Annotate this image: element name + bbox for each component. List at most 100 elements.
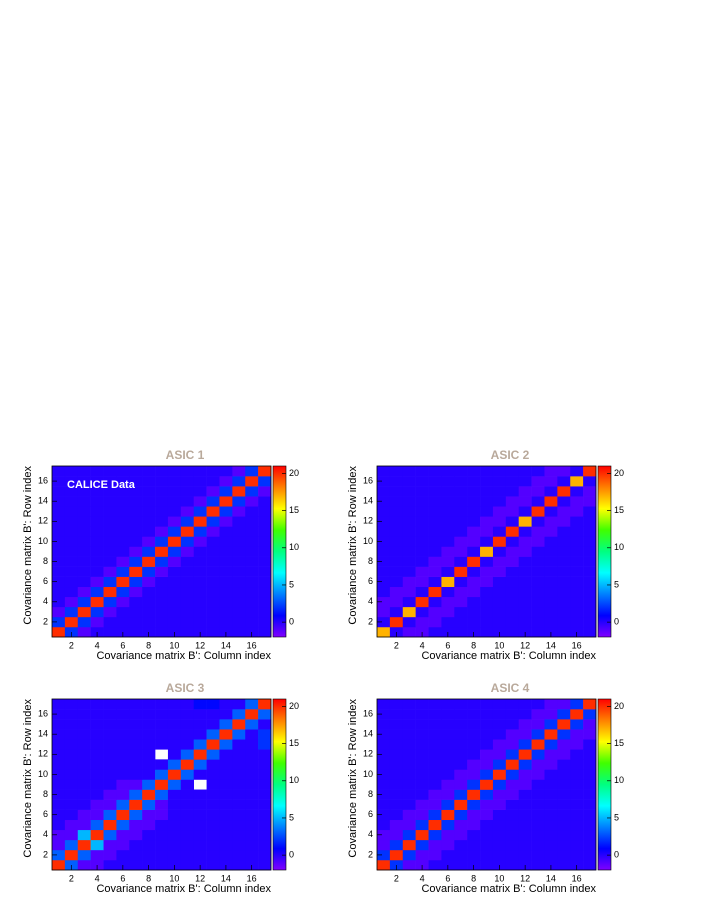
heat-cell — [180, 819, 195, 831]
heat-cell — [377, 606, 391, 618]
heat-cell — [518, 546, 532, 557]
heat-cell — [155, 779, 169, 790]
heat-cell — [129, 779, 143, 790]
heat-cell — [258, 506, 272, 517]
heat-cell — [90, 516, 104, 527]
heat-cell — [454, 506, 468, 517]
heat-cell — [258, 486, 272, 497]
heat-cell — [103, 699, 117, 710]
heat-cell — [557, 516, 571, 527]
heat-cell — [402, 486, 416, 497]
heat-cell — [492, 576, 507, 588]
heat-cell — [77, 496, 91, 507]
y-tick-label: 10 — [38, 536, 48, 546]
panel: 2 4 6 8 10 12 14 16 2 4 6 8 10 12 14 16 0 5 10 15 20 ASIC 3 Co… — [22, 681, 299, 895]
heat-cell — [167, 466, 182, 477]
heat-cell — [180, 586, 195, 598]
heat-cell — [505, 496, 520, 507]
x-tick-label: 14 — [221, 640, 231, 650]
heat-cell — [415, 526, 429, 537]
heat-cell — [245, 769, 259, 780]
colorbar-tick-label: 20 — [614, 701, 624, 711]
heat-cell — [258, 819, 272, 831]
heat-cell — [103, 556, 117, 567]
heat-cell — [180, 749, 195, 760]
heat-cell — [258, 719, 272, 730]
heat-cell — [557, 576, 571, 588]
heat-cell — [557, 506, 571, 517]
heat-cell — [492, 506, 507, 517]
heat-cell — [180, 709, 195, 720]
heat-cell — [232, 769, 246, 780]
heat-cell — [428, 516, 442, 527]
heat-cell — [155, 536, 169, 547]
heat-cell — [129, 819, 143, 831]
heat-cell — [155, 849, 169, 861]
heat-cell — [116, 506, 130, 517]
heat-cell — [531, 586, 545, 598]
heat-cell — [193, 586, 207, 598]
heat-cell — [232, 709, 246, 720]
heat-cell — [557, 699, 571, 710]
heat-cell — [492, 516, 507, 527]
y-tick-label: 12 — [38, 516, 48, 526]
heat-cell — [52, 476, 66, 487]
heat-cell — [155, 839, 169, 851]
heat-cell — [467, 596, 481, 608]
heat-cell — [167, 739, 182, 750]
heat-cell — [206, 789, 220, 800]
heat-cell — [77, 576, 91, 588]
heat-cell — [52, 839, 66, 851]
heat-cell — [232, 626, 246, 638]
heat-cell — [583, 849, 597, 861]
heat-cell — [415, 749, 429, 760]
heat-cell — [544, 566, 558, 577]
heat-cell — [492, 849, 507, 861]
heat-cell — [428, 496, 442, 507]
heat-cell — [492, 486, 507, 497]
y-tick-label: 16 — [38, 708, 48, 718]
annotation: CALICE Data — [67, 479, 136, 491]
heat-cell — [544, 536, 558, 547]
heat-cell — [206, 566, 220, 577]
heat-cell — [441, 749, 455, 760]
heat-cell — [544, 496, 558, 507]
heat-cell — [155, 809, 169, 821]
heat-cell — [52, 466, 66, 477]
heat-cell — [64, 566, 79, 577]
heat-cell — [64, 516, 79, 527]
colorbar-tick-label: 5 — [289, 812, 294, 822]
heat-cell — [232, 606, 246, 618]
heat-cell — [531, 769, 545, 780]
heat-cell — [480, 576, 494, 588]
heat-cell — [492, 749, 507, 760]
heat-cell — [193, 596, 207, 608]
heat-cell — [402, 839, 416, 851]
y-tick-label: 10 — [38, 769, 48, 779]
heat-cell — [531, 466, 545, 477]
heat-cell — [583, 809, 597, 821]
heat-cell — [258, 729, 272, 740]
heat-cell — [64, 739, 79, 750]
heat-cell — [415, 729, 429, 740]
heat-cell — [454, 626, 468, 638]
heat-cell — [428, 546, 442, 557]
heat-cell — [467, 496, 481, 507]
heat-cell — [415, 536, 429, 547]
heat-cell — [245, 606, 259, 618]
heat-cell — [129, 699, 143, 710]
heat-cell — [557, 586, 571, 598]
heat-cell — [77, 596, 91, 608]
heat-cell — [570, 576, 584, 588]
heat-cell — [583, 516, 597, 527]
heat-cell — [583, 576, 597, 588]
heat-cell — [492, 466, 507, 477]
heat-cell — [480, 606, 494, 618]
heat-cell — [480, 719, 494, 730]
heat-cell — [454, 616, 468, 628]
heat-cell — [167, 829, 182, 841]
heat-cell — [103, 516, 117, 527]
heat-cell — [142, 839, 156, 851]
heat-cell — [467, 699, 481, 710]
heat-cell — [389, 516, 404, 527]
